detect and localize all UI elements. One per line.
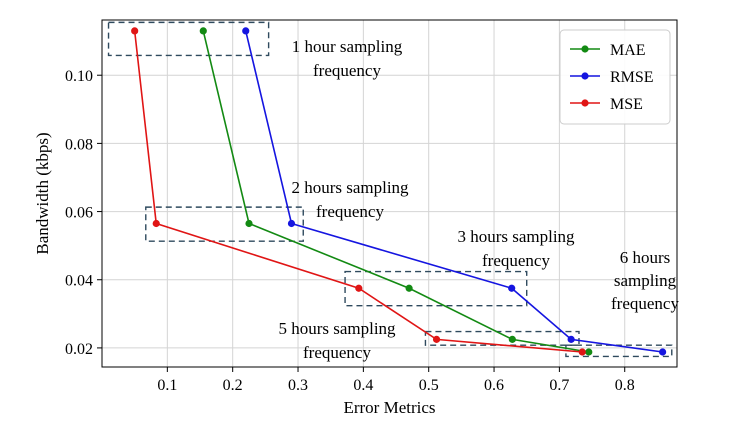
x-tick-label: 0.8 [615,377,635,394]
data-point-mae [508,335,516,343]
legend-label-rmse: RMSE [610,69,654,86]
annotation-text: frequency [313,61,381,80]
y-tick-label: 0.06 [65,205,93,222]
annotation-box [344,270,528,307]
annotation-box [107,21,270,57]
data-point-mse [355,284,363,292]
annotation-box [145,206,304,242]
x-tick-label: 0.1 [157,377,177,394]
data-point-mae [585,348,593,356]
annotation-text: frequency [303,343,371,362]
x-tick-label: 0.4 [353,377,373,394]
x-tick-label: 0.2 [223,377,243,394]
data-point-rmse [287,219,296,228]
data-point-mae [199,27,207,35]
legend: MAE RMSE MSE [559,29,671,125]
data-point-rmse [567,335,575,343]
tick-labels: 0.1 0.2 0.3 0.4 0.5 0.6 0.7 0.8 0.02 0.04 0.06 0.08… [65,68,635,394]
series-lines [131,27,667,356]
y-tick-label: 0.08 [65,136,93,153]
x-tick-label: 0.6 [484,377,504,394]
x-tick-label: 0.7 [549,377,569,394]
data-point-rmse [659,348,667,356]
plot-frame [101,19,678,368]
annotation-text: frequency [611,294,679,313]
annotation-text: 3 hours sampling [457,227,575,246]
annotation-text: sampling [614,271,677,290]
annotation-text: frequency [316,202,384,221]
data-point-mse [152,219,160,228]
x-axis-label: Error Metrics [343,398,435,417]
annotation-text: 1 hour sampling [292,37,403,56]
annotation-text: frequency [482,251,550,270]
y-axis-label: Bandwidth (kbps) [33,132,52,254]
y-tick-label: 0.10 [65,68,93,85]
legend-marker-mse [581,99,589,107]
data-point-mse [131,27,139,35]
legend-label-mse: MSE [610,96,643,113]
data-point-rmse [508,284,516,292]
data-point-mse [432,335,441,343]
legend-marker-mae [581,45,589,53]
annotation-text: 2 hours sampling [291,178,409,197]
annotation-text: 5 hours sampling [278,319,396,338]
x-tick-label: 0.3 [288,377,308,394]
annotations: 1 hour sampling frequency 2 hours sampling… [278,37,679,362]
y-tick-label: 0.04 [65,273,93,290]
data-point-mae [405,284,413,292]
data-point-mae [245,219,253,228]
annotation-text: 6 hours [620,248,671,267]
legend-label-mae: MAE [610,42,646,59]
legend-marker-rmse [581,72,589,80]
data-point-mse [578,348,586,356]
data-point-rmse [242,27,250,35]
x-tick-label: 0.5 [419,377,439,394]
y-tick-label: 0.02 [65,341,93,358]
